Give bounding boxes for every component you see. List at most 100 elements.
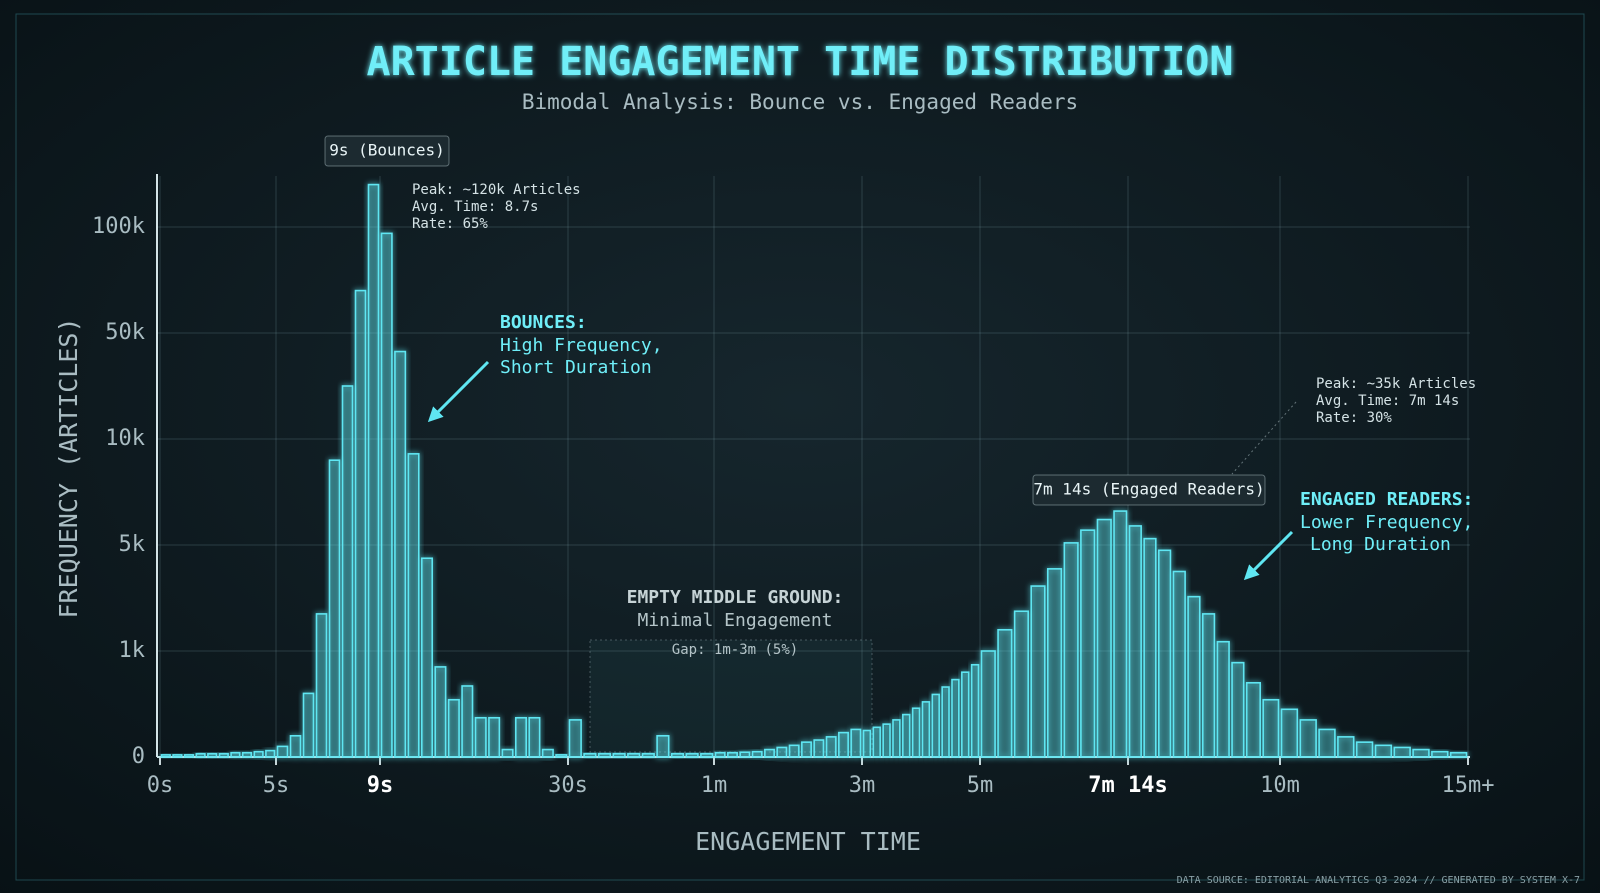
bar bbox=[685, 753, 699, 758]
engaged-stat: Rate: 30% bbox=[1316, 410, 1392, 426]
bar bbox=[488, 716, 501, 758]
bar bbox=[1318, 728, 1336, 758]
bar bbox=[241, 751, 253, 758]
bar bbox=[941, 686, 950, 758]
bar bbox=[1337, 736, 1355, 758]
bar bbox=[801, 741, 812, 758]
bar bbox=[541, 748, 554, 758]
x-tick-label: 5s bbox=[263, 773, 290, 798]
plot-area: 0 1k 5k 10k 50k 100k 0s 5s 9s 30s 1m 3m 5m 7m 14s 10m 1… bbox=[92, 174, 1494, 798]
engaged-note: Lower Frequency, bbox=[1300, 512, 1473, 533]
x-tick-label: 30s bbox=[548, 773, 588, 798]
bar bbox=[1216, 640, 1230, 758]
bar bbox=[1449, 751, 1468, 758]
bar bbox=[394, 350, 407, 758]
bar bbox=[1113, 510, 1128, 758]
y-tick-label: 1k bbox=[119, 638, 146, 663]
bar bbox=[1080, 529, 1096, 758]
bar bbox=[1412, 748, 1430, 758]
bar bbox=[714, 751, 726, 758]
x-tick-label: 3m bbox=[849, 773, 876, 798]
bounce-stat: Avg. Time: 8.7s bbox=[412, 199, 538, 215]
bar bbox=[700, 753, 714, 758]
bar bbox=[838, 731, 849, 758]
bar bbox=[1262, 698, 1280, 758]
arrow bbox=[1243, 530, 1294, 581]
bar bbox=[380, 232, 393, 758]
bar bbox=[656, 734, 670, 758]
x-axis-label: ENGAGEMENT TIME bbox=[695, 827, 921, 856]
bounce-stat: Peak: ~120k Articles bbox=[412, 182, 581, 198]
gap-note: EMPTY MIDDLE GROUND: bbox=[627, 587, 844, 608]
bar bbox=[825, 736, 837, 758]
x-tick-label: 0s bbox=[147, 773, 174, 798]
bar bbox=[911, 707, 921, 758]
bar bbox=[1431, 750, 1449, 758]
bar bbox=[921, 701, 931, 758]
bar bbox=[434, 666, 447, 758]
engaged-note: Long Duration bbox=[1310, 534, 1451, 555]
bar bbox=[813, 739, 825, 758]
chart-title: ARTICLE ENGAGEMENT TIME DISTRIBUTION bbox=[367, 39, 1234, 85]
bar bbox=[641, 753, 655, 758]
bar bbox=[1245, 681, 1261, 758]
bar bbox=[1096, 518, 1112, 758]
bar bbox=[501, 748, 514, 758]
y-tick-label: 100k bbox=[92, 214, 145, 239]
bar bbox=[739, 751, 751, 758]
bar bbox=[230, 751, 241, 758]
leader-line bbox=[1231, 401, 1297, 475]
bar bbox=[1187, 595, 1201, 758]
x-tick-label: 15m+ bbox=[1442, 773, 1495, 798]
x-tick-label: 9s bbox=[367, 773, 394, 798]
gap-note: Minimal Engagement bbox=[637, 610, 832, 631]
bar bbox=[1046, 568, 1063, 758]
bar bbox=[872, 726, 881, 758]
bar bbox=[514, 716, 528, 758]
bar bbox=[892, 719, 901, 758]
label-box bbox=[1032, 474, 1266, 506]
x-tick-label: 7m 14s bbox=[1088, 773, 1167, 798]
x-tick-label: 5m bbox=[967, 773, 994, 798]
arrow bbox=[427, 360, 490, 423]
bar bbox=[882, 723, 891, 758]
bar bbox=[172, 754, 183, 758]
bar bbox=[862, 729, 872, 758]
engaged-stat: Peak: ~35k Articles bbox=[1316, 376, 1476, 392]
bar bbox=[528, 716, 541, 758]
bar bbox=[207, 753, 218, 758]
bar bbox=[183, 754, 195, 758]
bar bbox=[1355, 741, 1374, 758]
engaged-note: ENGAGED READERS: bbox=[1300, 489, 1473, 510]
bar bbox=[597, 753, 612, 758]
y-tick-label: 0 bbox=[132, 744, 145, 769]
engaged-label: 7m 14s (Engaged Readers) bbox=[1033, 480, 1264, 499]
bar bbox=[902, 713, 911, 758]
bar bbox=[764, 748, 775, 758]
y-tick-label: 50k bbox=[105, 320, 145, 345]
bar bbox=[980, 650, 996, 758]
bar bbox=[727, 751, 738, 758]
bar bbox=[555, 754, 568, 758]
bar bbox=[931, 693, 940, 758]
bar bbox=[997, 628, 1013, 758]
bounce-label: 9s (Bounces) bbox=[329, 141, 445, 160]
bar bbox=[276, 745, 289, 758]
bar bbox=[788, 744, 800, 758]
bar bbox=[1201, 613, 1216, 758]
label-box bbox=[324, 135, 450, 167]
bar bbox=[850, 728, 862, 758]
frame bbox=[15, 13, 1585, 881]
bar bbox=[289, 734, 302, 758]
bar bbox=[195, 753, 206, 758]
bounce-note: High Frequency, bbox=[500, 335, 663, 356]
bar bbox=[367, 183, 380, 758]
gap-note: Gap: 1m-3m (5%) bbox=[672, 642, 798, 658]
bar bbox=[420, 557, 434, 758]
bar bbox=[218, 753, 229, 758]
bar bbox=[461, 685, 474, 758]
bounce-stat: Rate: 65% bbox=[412, 216, 488, 232]
